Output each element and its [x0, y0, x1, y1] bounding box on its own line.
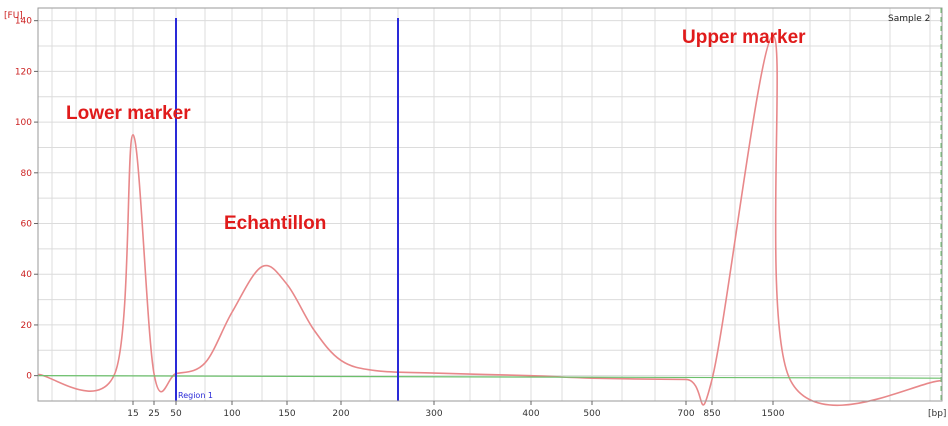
region-layer	[175, 18, 399, 401]
x-tick-label: 200	[332, 409, 349, 419]
sample-label: Sample 2	[888, 14, 930, 24]
x-tick-label: 25	[148, 409, 159, 419]
y-tick-label: 80	[21, 169, 33, 179]
plot-frame	[37, 7, 943, 402]
signal-trace	[37, 35, 943, 407]
y-tick-label: 60	[21, 220, 33, 230]
y-tick-label: 120	[15, 67, 32, 77]
x-unit-label: [bp]	[928, 409, 946, 419]
x-tick-label: 15	[127, 409, 138, 419]
x-tick-label: 300	[425, 409, 442, 419]
x-tick-label: 400	[522, 409, 539, 419]
x-tick-label: 500	[583, 409, 600, 419]
y-tick-label: 20	[21, 321, 33, 331]
y-tick-label: 40	[21, 270, 33, 280]
y-unit-label: [FU]	[4, 11, 23, 21]
region-label: Region 1	[178, 391, 213, 400]
x-tick-label: 150	[278, 409, 295, 419]
x-tick-label: 850	[703, 409, 720, 419]
x-tick-label: 50	[170, 409, 182, 419]
x-tick-label: 700	[677, 409, 694, 419]
y-tick-label: 0	[26, 372, 32, 382]
series-layer	[37, 35, 943, 407]
x-tick-label: 1500	[762, 409, 785, 419]
baseline-trace	[37, 375, 943, 379]
axis-layer: 0 20 40 60 80 100 120 140 15 25 50 100 150 200 300 400 5…	[15, 7, 943, 419]
annotation-upper-marker: Upper marker	[682, 27, 806, 48]
y-tick-label: 100	[15, 118, 32, 128]
y-tick-label: 140	[15, 17, 32, 27]
grid-layer	[38, 8, 942, 402]
x-tick-label: 100	[223, 409, 240, 419]
annotation-lower-marker: Lower marker	[66, 103, 191, 124]
annotation-echantillon: Echantillon	[224, 213, 326, 234]
